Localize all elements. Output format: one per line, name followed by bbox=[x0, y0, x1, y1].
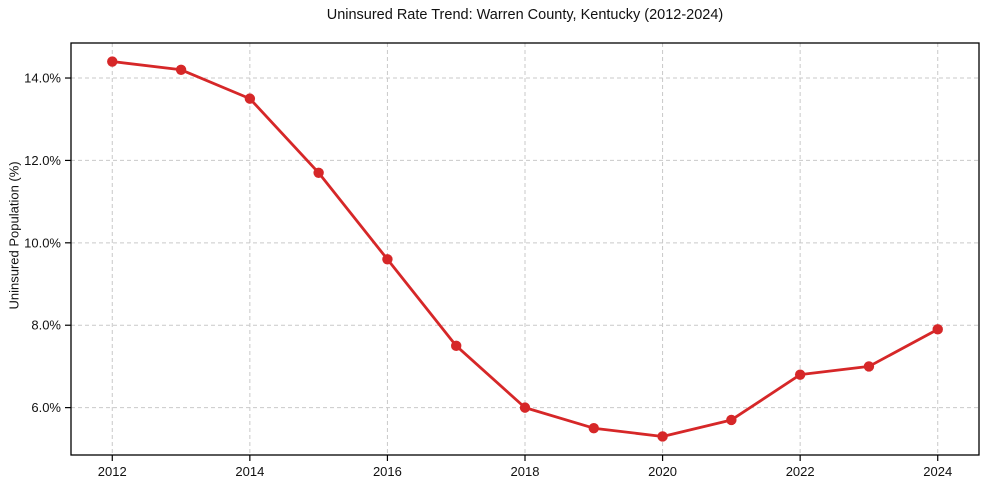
x-tick-label: 2016 bbox=[373, 464, 402, 479]
data-point-2023 bbox=[863, 361, 875, 372]
y-tick-label: 8.0% bbox=[31, 318, 61, 333]
data-point-2012 bbox=[107, 56, 118, 67]
y-axis-label: Uninsured Population (%) bbox=[6, 161, 22, 310]
data-point-2019 bbox=[588, 423, 599, 434]
x-tick-label: 2018 bbox=[511, 464, 540, 479]
data-point-2014 bbox=[244, 93, 256, 104]
x-tick-label: 2012 bbox=[98, 464, 127, 479]
data-point-2015 bbox=[313, 167, 324, 178]
data-point-2020 bbox=[657, 431, 668, 442]
data-point-2024 bbox=[932, 324, 943, 335]
y-tick-label: 14.0% bbox=[24, 71, 61, 86]
chart-title: Uninsured Rate Trend: Warren County, Ken… bbox=[326, 7, 724, 23]
x-tick-label: 2014 bbox=[235, 464, 264, 479]
data-point-2022 bbox=[794, 369, 806, 380]
y-tick-label: 12.0% bbox=[24, 153, 61, 168]
data-point-2013 bbox=[175, 64, 187, 75]
data-point-2021 bbox=[726, 414, 737, 426]
data-point-2016 bbox=[382, 254, 393, 265]
x-tick-label: 2020 bbox=[648, 464, 677, 479]
y-tick-label: 6.0% bbox=[31, 400, 61, 415]
data-point-2018 bbox=[519, 402, 531, 413]
x-tick-label: 2022 bbox=[786, 464, 815, 479]
x-tick-label: 2024 bbox=[923, 464, 952, 479]
data-point-2017 bbox=[451, 340, 462, 352]
y-tick-label: 10.0% bbox=[24, 235, 61, 250]
